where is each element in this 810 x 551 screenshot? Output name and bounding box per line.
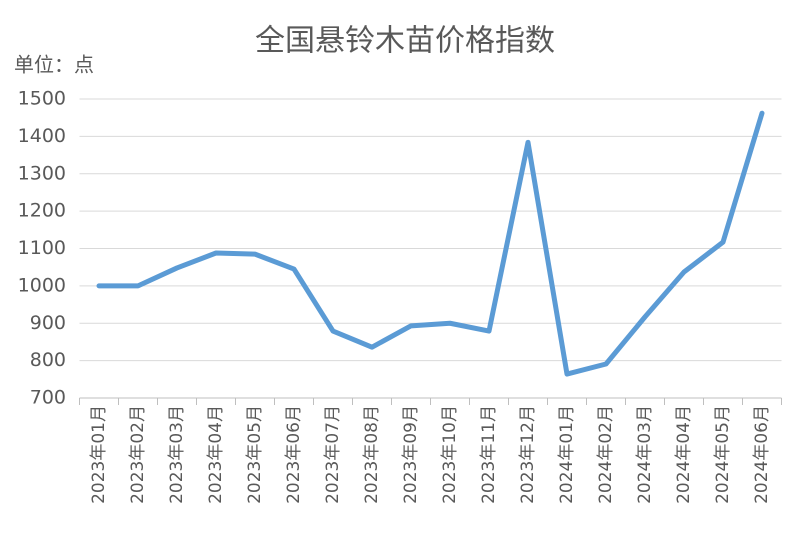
x-tick-label: 2023年10月 [440, 405, 460, 504]
x-tick-label: 2024年06月 [752, 405, 772, 504]
y-tick-label: 1100 [18, 237, 66, 259]
x-tick-label: 2023年12月 [518, 405, 538, 504]
x-tick-label: 2024年03月 [635, 405, 655, 504]
y-tick-label: 800 [30, 349, 66, 371]
x-tick-label: 2023年05月 [245, 405, 265, 504]
x-tick-label: 2023年01月 [89, 405, 109, 504]
y-tick-label: 1300 [18, 162, 66, 184]
y-tick-label: 1200 [18, 200, 66, 222]
x-tick-label: 2023年08月 [362, 405, 382, 504]
x-tick-label: 2023年04月 [206, 405, 226, 504]
x-tick-label: 2024年05月 [713, 405, 733, 504]
chart-title: 全国悬铃木苗价格指数 [255, 24, 555, 59]
x-tick-label: 2024年01月 [557, 405, 577, 504]
x-tick-label: 2023年11月 [479, 405, 499, 504]
x-tick-label: 2023年09月 [401, 405, 421, 504]
y-tick-label: 900 [30, 312, 66, 334]
x-tick-label: 2024年02月 [596, 405, 616, 504]
y-tick-label: 1500 [18, 88, 66, 110]
data-line [96, 110, 765, 377]
unit-label: 单位：点 [14, 53, 94, 77]
y-tick-label: 1000 [18, 274, 66, 296]
x-tick-label: 2024年04月 [674, 405, 694, 504]
y-tick-label: 700 [30, 387, 66, 409]
x-tick-label: 2023年07月 [323, 405, 343, 504]
x-tick-label: 2023年02月 [128, 405, 148, 504]
x-tick-label: 2023年06月 [284, 405, 304, 504]
x-tick-label: 2023年03月 [167, 405, 187, 504]
y-tick-label: 1400 [18, 125, 66, 147]
